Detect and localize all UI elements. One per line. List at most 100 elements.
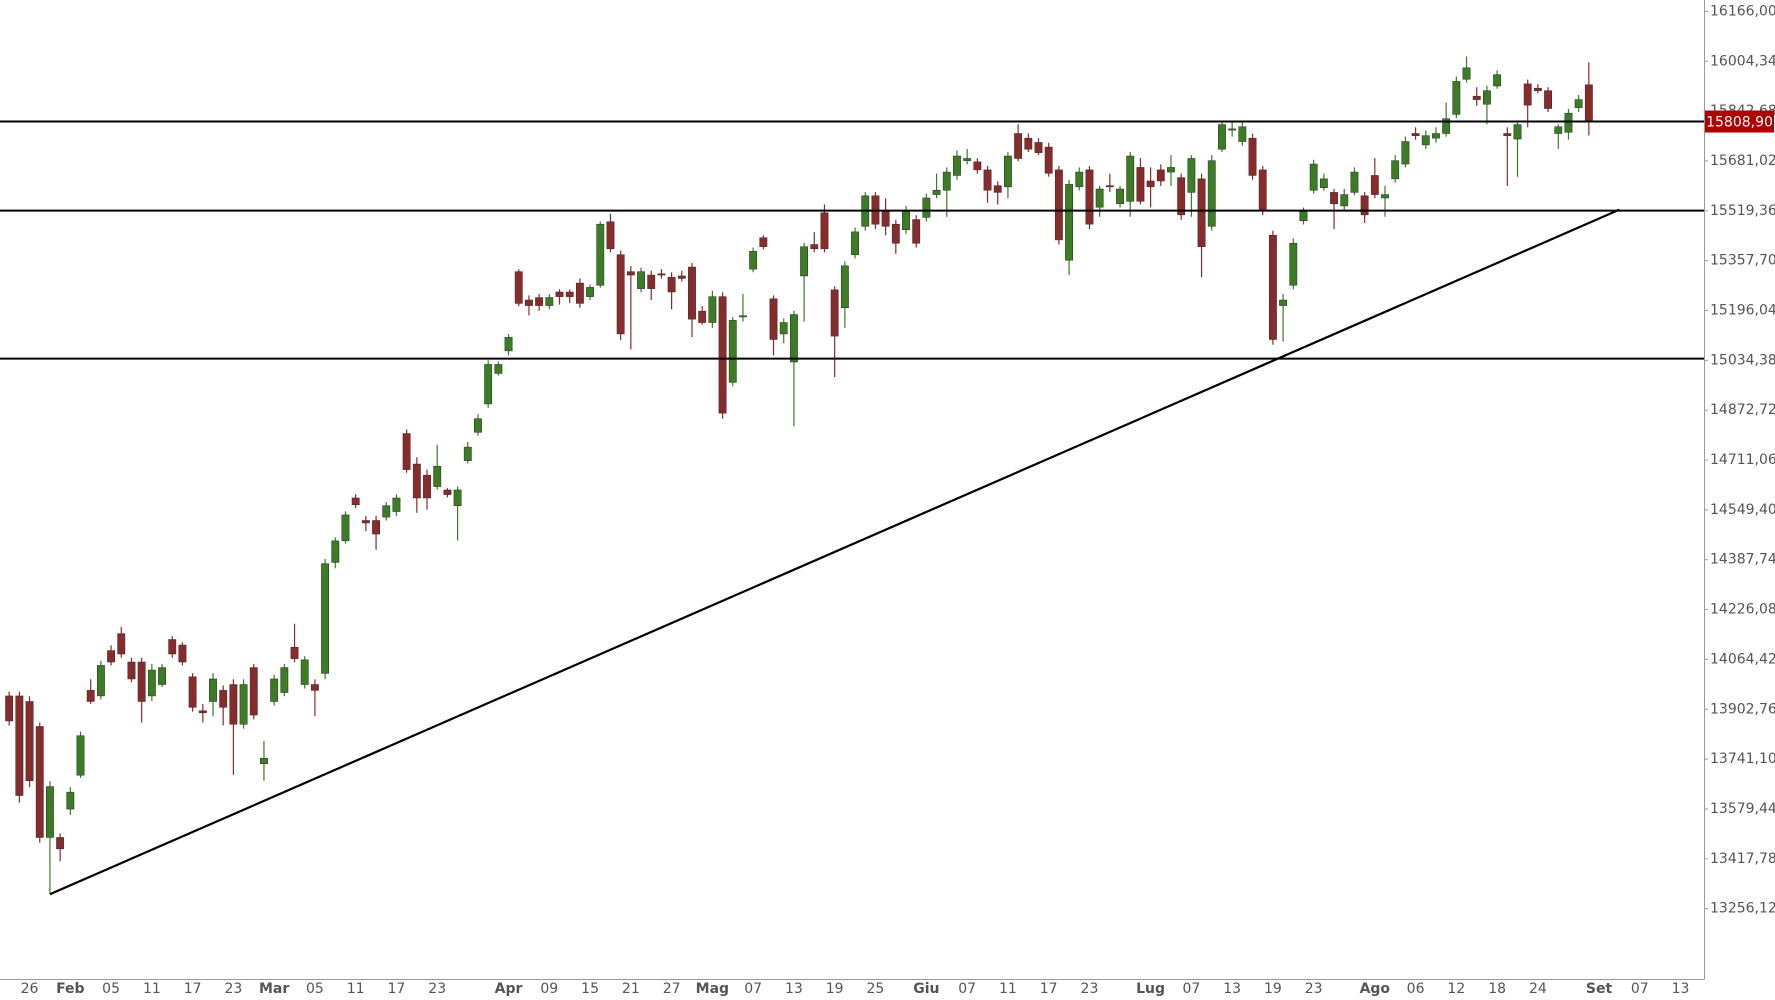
candle-body <box>1248 137 1257 176</box>
candle-body <box>1584 84 1593 122</box>
candle-body <box>953 155 961 176</box>
candle-body <box>453 489 462 506</box>
candle-body <box>290 646 299 659</box>
y-tick-label: 14387,74 <box>1710 552 1775 568</box>
candle-body <box>1442 118 1451 134</box>
y-tick-label: 13417,78 <box>1710 851 1775 867</box>
candle-body <box>830 289 839 337</box>
x-tick-label: 18 <box>1488 981 1506 997</box>
candle-body <box>1167 167 1175 173</box>
candle-body <box>820 212 829 250</box>
candle-body <box>942 171 951 191</box>
x-tick-label: 12 <box>1447 981 1465 997</box>
candle-body <box>789 314 798 363</box>
candle-body <box>739 315 747 318</box>
candle-body <box>1319 178 1328 189</box>
candle-body <box>198 710 207 714</box>
x-tick-label: 19 <box>1264 981 1282 997</box>
x-tick-label: 23 <box>1081 981 1099 997</box>
candle-body <box>1432 133 1440 139</box>
candle-body <box>667 276 676 293</box>
candle-body <box>1340 194 1349 207</box>
candle-body <box>56 837 65 850</box>
candle-body <box>1085 169 1094 225</box>
candle-body <box>331 540 340 563</box>
candle-body <box>504 337 513 352</box>
candle-body <box>392 497 401 512</box>
candle-body <box>463 446 472 461</box>
candle-body <box>1075 171 1084 188</box>
candle-body <box>677 275 686 279</box>
candle-body <box>840 265 849 308</box>
y-tick-label: 16004,34 <box>1710 53 1775 69</box>
candle-body <box>412 463 421 499</box>
candle-body <box>239 684 248 725</box>
candle-body <box>361 520 370 524</box>
candle-body <box>1411 133 1420 136</box>
candle-body <box>270 678 279 702</box>
candle-body <box>229 684 238 725</box>
candle-body <box>596 223 605 286</box>
candle-body <box>912 219 921 244</box>
candle-body <box>1238 126 1247 142</box>
x-tick-label: Feb <box>56 981 85 997</box>
candle-body <box>657 273 666 276</box>
x-tick-label: 09 <box>540 981 558 997</box>
candle-body <box>15 695 24 796</box>
x-tick-label: 05 <box>306 981 324 997</box>
candle-body <box>1554 126 1563 134</box>
candle-body <box>1146 180 1155 188</box>
candle-body <box>932 189 941 195</box>
candle-body <box>891 223 900 244</box>
x-tick-label: 26 <box>21 981 39 997</box>
x-tick-label: 23 <box>428 981 446 997</box>
candle-body <box>168 639 177 655</box>
candle-body <box>310 684 319 691</box>
candle-body <box>1452 81 1461 115</box>
price-tag <box>1705 110 1774 133</box>
x-tick-label: Giu <box>913 981 939 997</box>
candle-body <box>902 210 910 230</box>
x-tick-label: 13 <box>1223 981 1241 997</box>
candle-body <box>575 282 584 304</box>
candle-body <box>1136 167 1145 202</box>
candle-body <box>1299 211 1308 222</box>
candle-body <box>1513 124 1522 140</box>
candle-body <box>1156 169 1165 182</box>
candle-body <box>1065 184 1073 261</box>
x-tick-label: 11 <box>143 981 161 997</box>
candle-body <box>1391 160 1400 180</box>
candle-body <box>1421 135 1430 146</box>
x-tick-label: 19 <box>826 981 844 997</box>
candle-body <box>1523 83 1532 106</box>
candle-body <box>46 786 54 838</box>
x-tick-label: 17 <box>184 981 202 997</box>
x-tick-label: Set <box>1586 981 1613 997</box>
candle-body <box>1197 178 1206 247</box>
candle-body <box>1279 299 1288 306</box>
candle-body <box>433 465 442 487</box>
candle-body <box>107 650 116 663</box>
candle-body <box>1095 188 1104 208</box>
y-tick-label: 13579,44 <box>1710 801 1775 817</box>
x-tick-label: 07 <box>1631 981 1649 997</box>
candle-body <box>851 231 859 255</box>
candle-body <box>209 678 217 702</box>
y-tick-label: 15681,02 <box>1710 153 1775 169</box>
candle-body <box>1105 185 1114 188</box>
candle-body <box>1258 169 1267 211</box>
y-tick-label: 14549,40 <box>1710 502 1775 518</box>
candle-body <box>973 161 982 171</box>
candle-body <box>1350 171 1359 193</box>
candle-body <box>260 757 268 765</box>
candle-body <box>626 271 635 276</box>
candle-body <box>718 296 727 414</box>
candle-body <box>616 254 625 335</box>
candle-body <box>117 633 126 655</box>
candle-body <box>881 210 890 227</box>
y-tick-label: 16166,00 <box>1710 3 1775 19</box>
candle-body <box>300 659 309 685</box>
x-tick-label: 23 <box>224 981 242 997</box>
candle-body <box>565 291 574 297</box>
candle-body <box>1360 195 1369 216</box>
